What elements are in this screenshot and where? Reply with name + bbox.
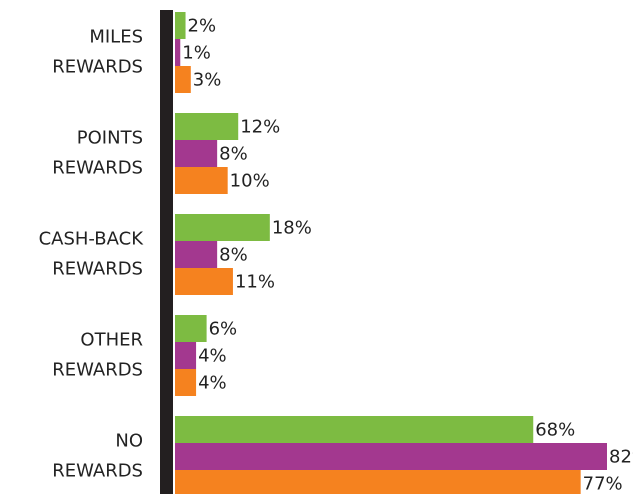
category-label: REWARDS [52, 158, 143, 179]
bar [175, 241, 218, 268]
category-label: NO [115, 431, 143, 452]
axis-bar [160, 10, 173, 494]
category-label: POINTS [77, 128, 143, 149]
bar [175, 140, 218, 167]
category-label: REWARDS [52, 461, 143, 482]
value-label: 2% [188, 16, 217, 37]
category-label: CASH-BACK [39, 229, 145, 250]
value-label: 10% [230, 171, 270, 192]
category-label: OTHER [80, 330, 143, 351]
bar [175, 12, 186, 39]
bar [175, 268, 233, 295]
value-label: 68% [535, 420, 575, 441]
bar [175, 416, 534, 443]
value-label: 77% [583, 474, 623, 494]
value-label: 8% [219, 144, 248, 165]
bar [175, 39, 181, 66]
bar [175, 470, 581, 494]
category-label: MILES [89, 27, 143, 48]
value-label: 12% [240, 117, 280, 138]
value-label: 6% [209, 319, 238, 340]
bar [175, 167, 228, 194]
value-label: 18% [272, 218, 312, 239]
category-label: REWARDS [52, 360, 143, 381]
value-label: 82% [609, 447, 633, 468]
category-label: REWARDS [52, 57, 143, 78]
value-label: 4% [198, 373, 227, 394]
bar [175, 214, 270, 241]
bar [175, 342, 197, 369]
value-label: 3% [193, 70, 222, 91]
bar [175, 66, 191, 93]
value-label: 4% [198, 346, 227, 367]
value-label: 11% [235, 272, 275, 293]
value-label: 1% [182, 43, 211, 64]
category-label: REWARDS [52, 259, 143, 280]
value-label: 8% [219, 245, 248, 266]
bar [175, 443, 607, 470]
bar [175, 113, 239, 140]
bar [175, 369, 197, 396]
bar [175, 315, 207, 342]
